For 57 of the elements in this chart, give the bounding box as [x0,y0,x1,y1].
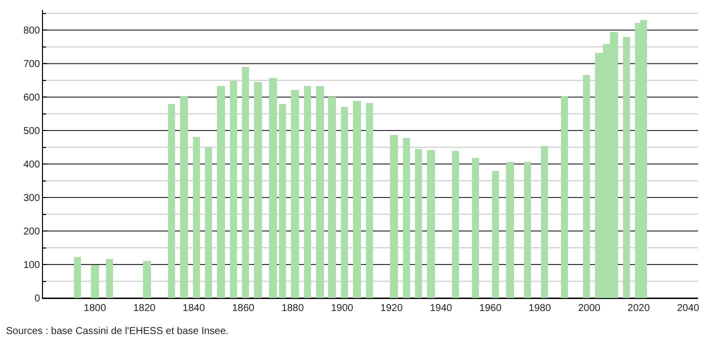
y-tick-label: 700 [23,59,40,70]
bar [341,107,348,298]
bar [427,150,435,298]
bar [291,90,299,298]
bar [269,78,277,298]
bar [242,67,249,298]
y-tick-label: 800 [23,26,40,37]
bar [506,162,514,298]
bar [583,75,590,298]
bar [205,147,212,298]
bar [492,171,499,298]
x-tick-label: 1960 [479,303,502,314]
x-tick-label: 1940 [430,303,452,314]
source-note: Sources : base Cassini de l'EHESS et base Insee. [6,326,229,337]
bar [415,149,422,298]
x-tick-label: 1860 [232,303,255,314]
y-tick-label: 300 [23,193,40,204]
bar [541,146,548,298]
x-tick-label: 2020 [628,303,650,314]
bar [390,135,398,298]
bar [168,104,175,298]
bar [74,257,81,298]
bar [230,81,237,298]
y-tick-label: 500 [23,126,40,138]
bar [91,265,99,298]
x-tick-label: 1800 [84,303,106,314]
x-tick-label: 1980 [528,303,552,314]
x-tick-label: 1840 [182,303,206,314]
bar [316,86,324,298]
bar [106,259,113,298]
y-tick-label: 400 [23,160,40,171]
y-tick-label: 200 [23,226,40,238]
bar [472,158,479,298]
bar [143,261,151,298]
y-tick-label: 100 [23,260,40,272]
bar [180,96,188,298]
x-tick-label: 1820 [133,303,156,314]
bar [328,97,336,298]
bar [217,86,225,298]
bar [353,101,361,298]
bar [403,138,410,298]
bar [254,82,262,298]
x-tick-label: 1900 [330,303,354,314]
bar [366,103,373,298]
y-tick-label: 600 [23,92,40,104]
bar [524,162,531,298]
y-tick-label: 0 [34,294,40,304]
bar [452,151,459,298]
bar [623,37,630,298]
bar [561,96,568,298]
bar [304,86,311,298]
bar [279,104,286,298]
x-tick-label: 1920 [380,303,404,314]
bar [193,137,200,298]
x-tick-label: 2000 [578,303,601,314]
x-tick-label: 1880 [282,303,304,314]
x-tick-label: 2040 [676,303,700,314]
